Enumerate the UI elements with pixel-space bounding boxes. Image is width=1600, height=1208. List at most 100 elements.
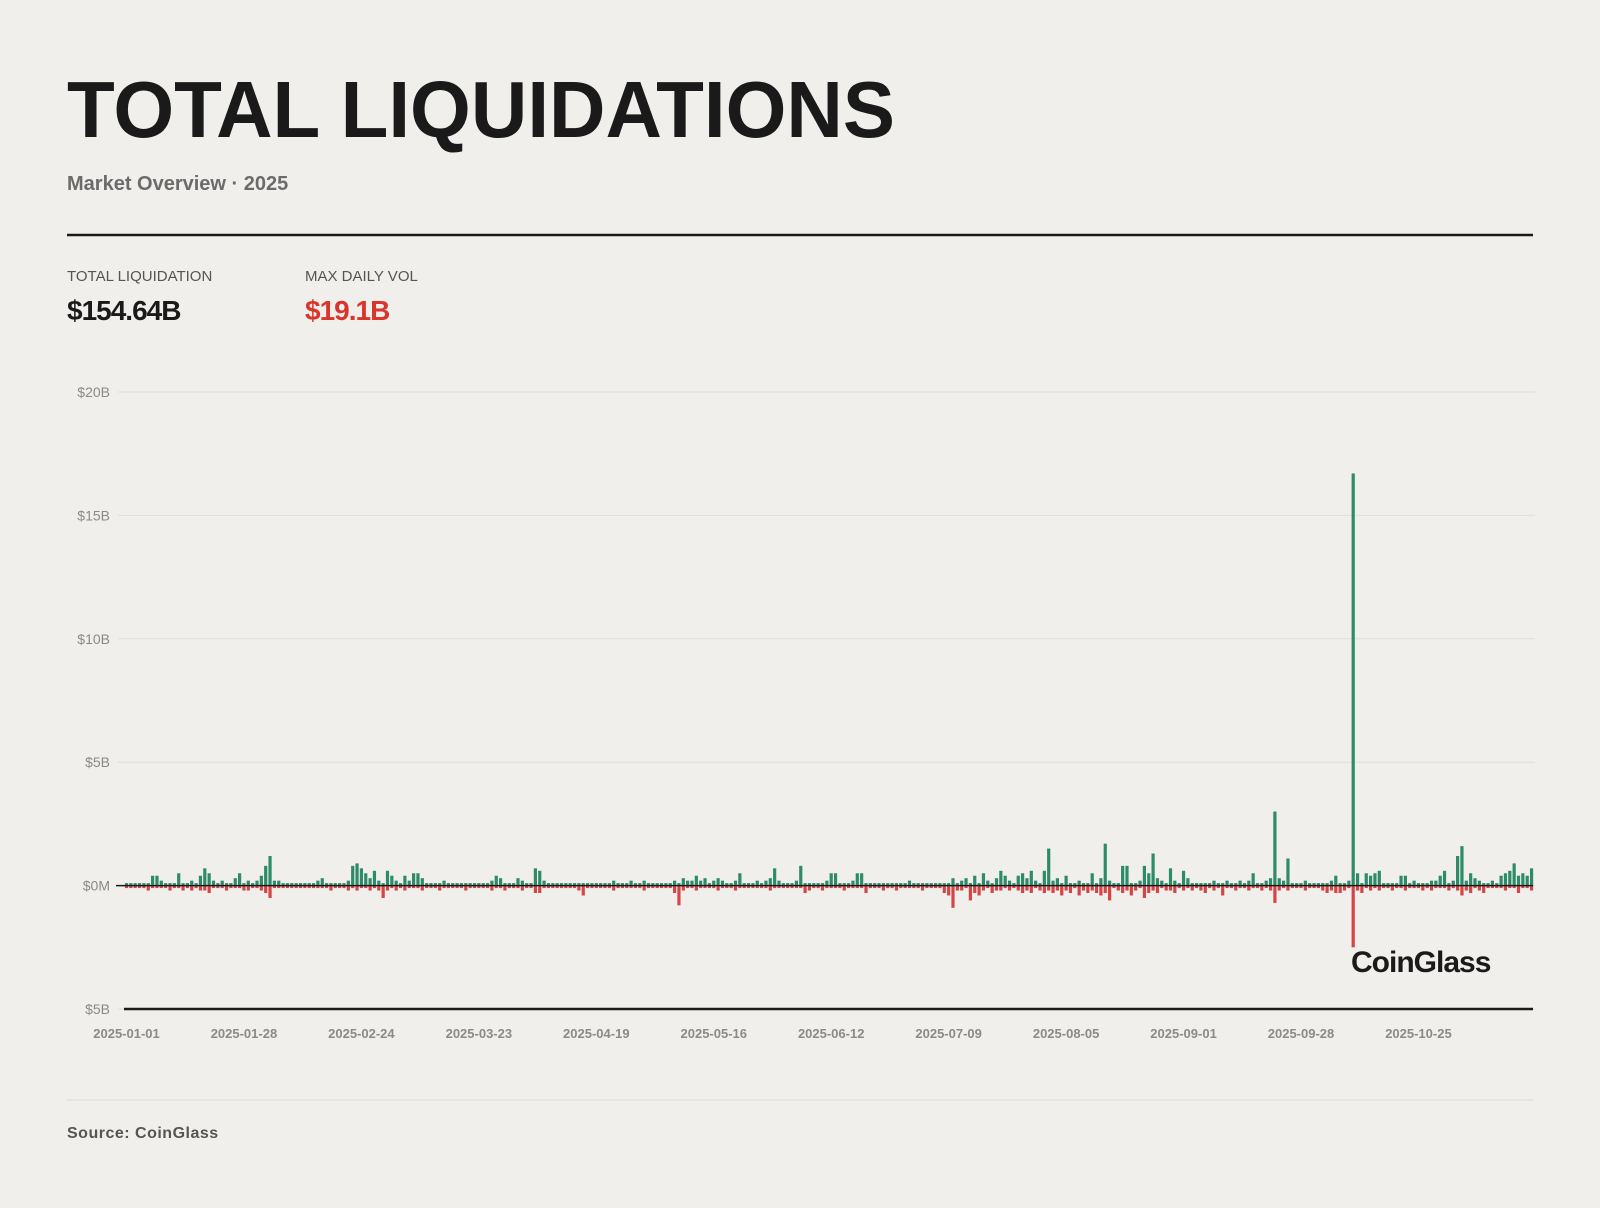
bar — [825, 880, 829, 886]
bar — [364, 873, 368, 886]
bar — [794, 880, 798, 886]
bar — [1425, 883, 1429, 886]
bar — [385, 870, 390, 886]
bar — [311, 883, 316, 886]
bar — [925, 885, 929, 889]
bar — [1147, 873, 1151, 886]
bar — [1369, 875, 1373, 886]
bar — [311, 885, 316, 889]
bar — [1503, 873, 1508, 886]
bar — [533, 885, 537, 894]
bar — [499, 878, 503, 886]
bar — [864, 883, 868, 886]
bar — [1442, 885, 1447, 889]
bar — [1242, 883, 1247, 886]
bar — [1160, 880, 1164, 886]
bar — [1086, 885, 1090, 894]
bar — [746, 883, 751, 886]
bar — [420, 878, 424, 886]
bar — [751, 883, 755, 886]
bar — [468, 885, 472, 889]
bar — [1103, 843, 1107, 886]
bar — [1482, 883, 1486, 886]
bar — [1369, 885, 1373, 891]
bar — [890, 883, 894, 886]
chart-title: TOTAL LIQUIDATIONS — [67, 65, 895, 154]
bar — [1325, 883, 1329, 886]
bar — [159, 885, 163, 889]
bar — [277, 885, 281, 889]
bar — [372, 885, 377, 889]
bar — [1068, 885, 1073, 894]
bar — [960, 885, 964, 891]
bar — [251, 885, 255, 889]
bar — [812, 885, 816, 889]
bar — [133, 883, 137, 886]
bar — [1482, 885, 1486, 894]
bar — [303, 885, 307, 889]
bar — [751, 885, 755, 889]
bar — [1047, 848, 1051, 886]
bar — [934, 885, 938, 889]
y-tick-label: $0M — [83, 878, 110, 894]
bar — [1247, 880, 1251, 886]
bar — [1416, 885, 1421, 889]
bar — [346, 885, 350, 891]
bar — [947, 883, 951, 886]
bar — [955, 883, 959, 886]
bar — [429, 883, 433, 886]
bar — [651, 885, 655, 889]
bar — [403, 885, 407, 891]
bar — [459, 885, 464, 889]
bar — [1260, 883, 1264, 886]
bar — [1151, 885, 1155, 891]
bar — [586, 883, 590, 886]
bar — [1147, 885, 1151, 894]
bar — [1338, 885, 1342, 894]
bar — [1077, 880, 1081, 886]
bar — [725, 885, 729, 889]
bar — [1490, 880, 1494, 886]
bar — [907, 880, 912, 886]
bar — [1168, 868, 1173, 886]
bar — [973, 875, 977, 886]
bar — [707, 885, 711, 889]
bar — [673, 880, 677, 886]
bar — [986, 885, 990, 889]
bar — [1469, 873, 1473, 886]
bar — [1295, 885, 1299, 889]
bar — [1029, 870, 1033, 886]
bar — [690, 885, 694, 889]
bar — [1138, 885, 1142, 889]
bar — [1364, 885, 1368, 889]
bar — [581, 885, 585, 896]
bar — [1073, 885, 1077, 889]
bar — [398, 883, 403, 886]
bar — [538, 870, 542, 886]
bar — [1460, 885, 1464, 896]
bar — [1216, 885, 1220, 889]
watermark: CoinGlass — [1351, 946, 1491, 979]
bar — [1077, 885, 1081, 896]
bar — [494, 885, 498, 889]
bar — [642, 885, 646, 891]
bar — [342, 885, 346, 889]
bar — [133, 885, 137, 889]
bar — [229, 883, 233, 886]
bar — [907, 885, 912, 889]
bar — [742, 883, 746, 886]
bar — [994, 885, 999, 891]
bar — [603, 883, 607, 886]
bar — [812, 883, 816, 886]
bar — [499, 885, 503, 889]
bar — [746, 885, 751, 889]
bar — [320, 878, 324, 886]
bar — [1390, 885, 1394, 891]
bar — [1456, 855, 1460, 886]
bar — [490, 880, 494, 886]
bar — [1316, 883, 1320, 886]
bar — [1316, 885, 1320, 889]
bar — [1186, 885, 1190, 889]
bar — [799, 865, 803, 886]
bar — [1399, 875, 1403, 886]
